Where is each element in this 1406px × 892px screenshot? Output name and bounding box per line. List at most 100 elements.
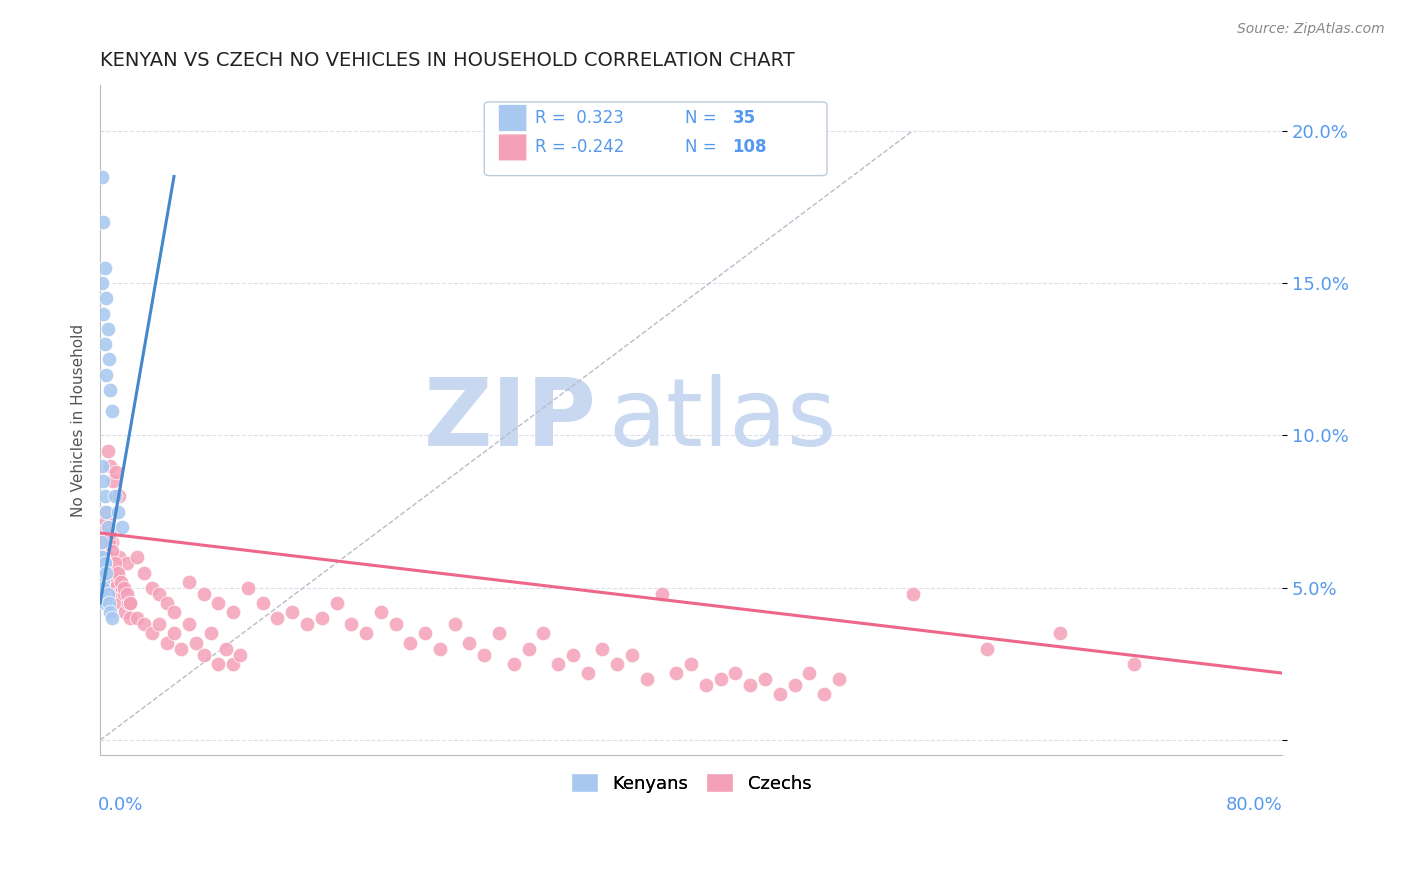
Point	[100, 566, 122, 580]
Point	[93, 544, 115, 558]
Point	[118, 611, 141, 625]
Point	[93, 596, 115, 610]
Point	[94, 566, 117, 580]
Point	[100, 383, 122, 397]
Point	[976, 641, 998, 656]
Point	[90, 550, 112, 565]
Point	[384, 617, 406, 632]
Point	[93, 505, 115, 519]
Point	[740, 678, 762, 692]
Point	[200, 626, 222, 640]
Point	[591, 641, 613, 656]
Point	[156, 596, 179, 610]
Point	[96, 520, 118, 534]
Point	[93, 490, 115, 504]
Point	[222, 657, 245, 671]
Point	[90, 535, 112, 549]
Point	[252, 596, 274, 610]
Point	[236, 581, 259, 595]
Point	[531, 626, 554, 640]
Point	[107, 587, 129, 601]
Point	[100, 458, 122, 473]
Point	[107, 505, 129, 519]
Point	[91, 587, 114, 601]
Text: N =: N =	[685, 138, 717, 156]
Point	[91, 535, 114, 549]
Point	[125, 611, 148, 625]
Point	[103, 474, 125, 488]
Text: 108: 108	[733, 138, 768, 156]
Point	[783, 678, 806, 692]
FancyBboxPatch shape	[484, 102, 827, 176]
FancyBboxPatch shape	[499, 104, 527, 131]
Point	[91, 581, 114, 595]
Point	[110, 596, 132, 610]
Point	[148, 587, 170, 601]
Point	[134, 617, 156, 632]
Point	[134, 566, 156, 580]
Text: R =  0.323: R = 0.323	[536, 109, 624, 127]
Point	[215, 641, 238, 656]
Point	[156, 635, 179, 649]
Point	[724, 666, 747, 681]
Text: 0.0%: 0.0%	[98, 796, 143, 814]
Point	[94, 520, 117, 534]
Point	[222, 605, 245, 619]
Point	[488, 626, 510, 640]
Point	[93, 557, 115, 571]
Point	[94, 514, 117, 528]
Point	[399, 635, 422, 649]
Point	[141, 626, 163, 640]
Point	[177, 574, 200, 589]
Point	[96, 587, 118, 601]
Point	[681, 657, 703, 671]
Point	[148, 617, 170, 632]
Point	[695, 678, 717, 692]
Point	[103, 574, 125, 589]
Point	[429, 641, 451, 656]
Text: Source: ZipAtlas.com: Source: ZipAtlas.com	[1237, 22, 1385, 37]
Point	[621, 648, 644, 662]
Point	[118, 596, 141, 610]
Point	[93, 557, 115, 571]
Point	[91, 307, 114, 321]
Point	[517, 641, 540, 656]
Point	[117, 596, 139, 610]
Point	[90, 458, 112, 473]
Point	[547, 657, 569, 671]
Point	[112, 587, 135, 601]
Text: N =: N =	[685, 109, 717, 127]
Point	[754, 672, 776, 686]
Point	[413, 626, 436, 640]
Point	[458, 635, 481, 649]
Point	[1123, 657, 1146, 671]
Point	[91, 574, 114, 589]
Point	[104, 557, 127, 571]
Text: KENYAN VS CZECH NO VEHICLES IN HOUSEHOLD CORRELATION CHART: KENYAN VS CZECH NO VEHICLES IN HOUSEHOLD…	[100, 51, 794, 70]
Point	[94, 368, 117, 382]
Point	[163, 626, 186, 640]
Point	[170, 641, 193, 656]
Point	[96, 443, 118, 458]
Point	[370, 605, 392, 619]
Point	[91, 550, 114, 565]
Point	[576, 666, 599, 681]
Point	[207, 657, 229, 671]
Point	[311, 611, 333, 625]
Point	[104, 581, 127, 595]
Point	[111, 581, 134, 595]
Point	[107, 566, 129, 580]
Point	[93, 260, 115, 275]
Point	[502, 657, 524, 671]
Point	[105, 465, 128, 479]
Point	[101, 404, 124, 418]
Point	[229, 648, 252, 662]
Point	[110, 574, 132, 589]
Point	[163, 605, 186, 619]
Point	[98, 535, 121, 549]
Point	[799, 666, 821, 681]
Legend: Kenyans, Czechs: Kenyans, Czechs	[564, 766, 818, 800]
Text: 80.0%: 80.0%	[1226, 796, 1282, 814]
Point	[193, 587, 215, 601]
Y-axis label: No Vehicles in Household: No Vehicles in Household	[72, 324, 86, 516]
